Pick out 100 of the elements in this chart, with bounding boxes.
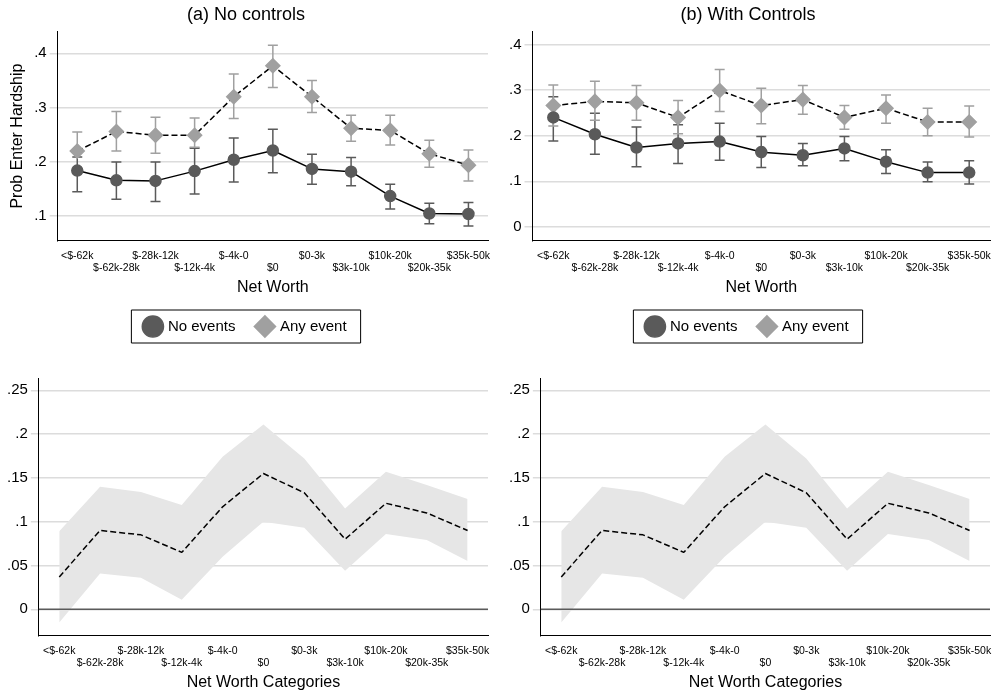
x-tick-label: $10k-20k	[368, 248, 413, 261]
point	[962, 166, 976, 179]
point	[382, 122, 398, 139]
point	[755, 145, 768, 159]
point	[753, 97, 770, 114]
point	[71, 164, 84, 177]
y-tick-label: .2	[34, 152, 47, 170]
point	[188, 164, 201, 178]
point	[460, 157, 477, 173]
point	[462, 207, 475, 221]
point	[670, 109, 686, 126]
point	[671, 137, 685, 150]
x-tick-label: $-28k-12k	[117, 643, 166, 656]
legend-label: Any event	[279, 316, 348, 334]
point	[879, 155, 893, 168]
point	[110, 174, 123, 187]
y-tick-label: .3	[508, 80, 522, 98]
x-tick-label: $10k-20k	[866, 643, 911, 656]
point	[108, 123, 125, 140]
x-tick-label: $0	[257, 656, 270, 669]
point	[630, 141, 643, 154]
x-tick-label: $-28k-12k	[132, 248, 180, 261]
point	[921, 166, 934, 179]
x-axis-title: Net Worth Categories	[186, 672, 341, 690]
point	[421, 145, 438, 162]
x-tick-label: <$-62k	[61, 248, 95, 261]
x-tick-label: $-28k-12k	[619, 643, 668, 656]
x-tick-label: $20k-35k	[906, 261, 950, 274]
x-tick-label: $0	[267, 261, 279, 274]
point	[919, 114, 936, 130]
y-tick-label: .2	[15, 424, 28, 442]
x-tick-label: $0	[759, 656, 772, 669]
x-tick-label: $10k-20k	[864, 248, 909, 261]
x-tick-label: $0-3k	[793, 643, 821, 656]
x-tick-label: $0-3k	[789, 248, 817, 261]
point	[227, 153, 240, 166]
y-tick-label: 0	[19, 599, 28, 617]
legend-label: No events	[669, 316, 738, 334]
x-tick-label: $3k-10k	[332, 261, 371, 274]
x-axis-title: Net Worth Categories	[688, 672, 843, 690]
y-tick-label: .1	[517, 511, 530, 529]
point	[878, 100, 894, 117]
point	[838, 142, 851, 155]
y-tick-label: .25	[508, 380, 530, 398]
point	[147, 127, 164, 144]
x-axis-title: Net Worth	[725, 277, 798, 295]
point	[795, 91, 811, 108]
x-tick-label: $35k-50k	[947, 248, 992, 261]
point	[796, 149, 810, 162]
x-tick-label: $0-3k	[298, 248, 326, 261]
x-tick-label: $-62k-28k	[571, 261, 619, 274]
point	[545, 97, 562, 114]
point	[69, 143, 86, 159]
point	[344, 165, 358, 178]
y-tick-label: .4	[34, 43, 47, 61]
point	[383, 189, 397, 203]
y-tick-label: .2	[517, 424, 530, 442]
x-tick-label: $-4k-0	[207, 643, 238, 656]
point	[265, 58, 281, 74]
legend-label: No events	[167, 316, 236, 334]
x-tick-label: $-62k-28k	[93, 261, 141, 274]
line-series	[560, 472, 971, 578]
x-tick-label: $-28k-12k	[613, 248, 661, 261]
x-tick-label: $3k-10k	[828, 656, 867, 669]
x-tick-label: <$-62k	[545, 643, 579, 656]
point	[711, 82, 728, 99]
x-tick-label: $20k-35k	[407, 261, 452, 274]
point	[304, 88, 320, 105]
x-tick-label: $0	[755, 261, 768, 274]
x-tick-label: $35k-50k	[445, 643, 490, 656]
y-tick-label: .05	[508, 555, 530, 573]
point	[587, 93, 603, 110]
x-tick-label: $-62k-28k	[76, 656, 125, 669]
y-tick-label: .1	[508, 171, 522, 189]
point	[628, 95, 645, 111]
x-tick-label: $20k-35k	[907, 656, 952, 669]
x-tick-label: $-12k-4k	[174, 261, 216, 274]
x-tick-label: $10k-20k	[364, 643, 409, 656]
x-axis-title: Net Worth	[236, 277, 309, 295]
y-axis-title: Prob Enter Hardship	[8, 63, 26, 209]
point	[186, 127, 203, 144]
point	[547, 111, 560, 124]
chart-title: (b) With Controls	[680, 3, 816, 24]
point	[149, 174, 162, 188]
chart-title: (a) No controls	[186, 3, 306, 24]
y-tick-label: .1	[34, 206, 47, 224]
point	[588, 128, 602, 141]
point	[343, 120, 359, 136]
x-tick-label: $-62k-28k	[578, 656, 627, 669]
y-tick-label: 0	[513, 217, 522, 235]
y-tick-label: .05	[6, 555, 28, 573]
point	[713, 135, 726, 148]
x-tick-label: $-12k-4k	[161, 656, 203, 669]
y-tick-label: .3	[34, 97, 47, 115]
y-tick-label: .2	[508, 125, 522, 143]
x-tick-label: $20k-35k	[405, 656, 450, 669]
y-tick-label: .15	[508, 468, 530, 486]
point	[423, 207, 436, 220]
y-tick-label: .25	[6, 380, 28, 398]
x-tick-label: $-4k-0	[704, 248, 735, 261]
